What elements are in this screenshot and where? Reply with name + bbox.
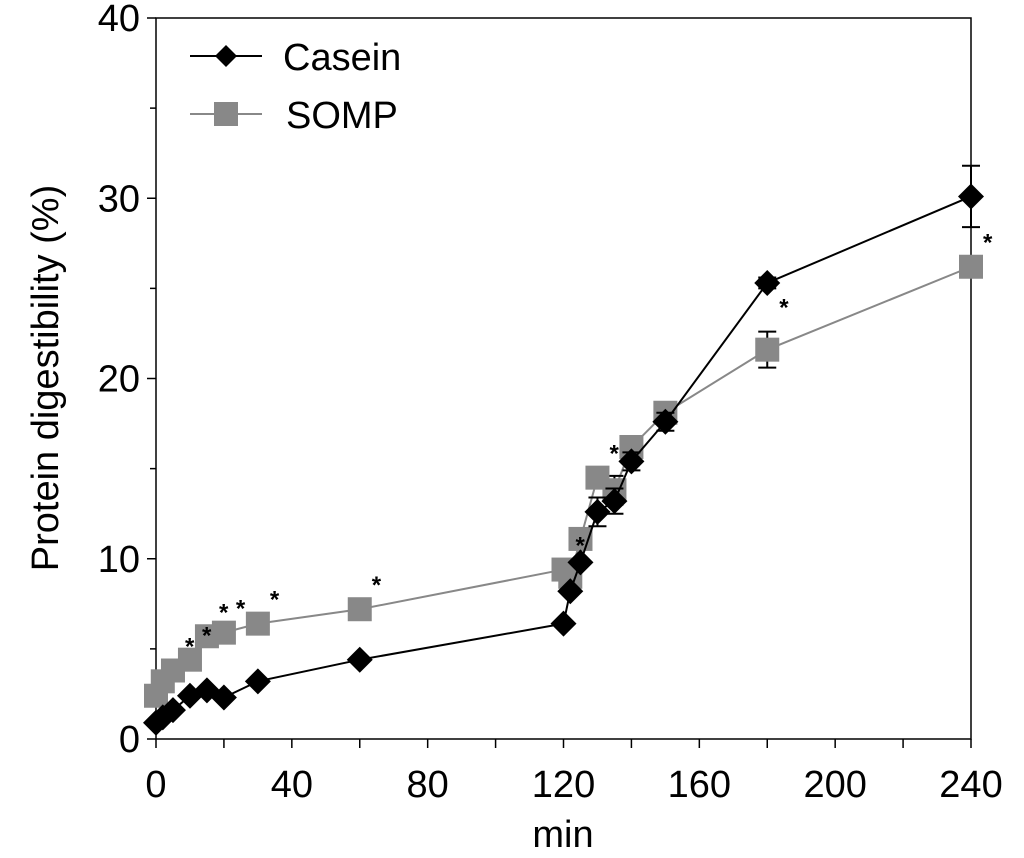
x-tick-label: 160 bbox=[668, 764, 731, 806]
casein-point bbox=[754, 269, 781, 296]
casein-point bbox=[618, 448, 645, 475]
x-tick-label: 0 bbox=[145, 764, 166, 806]
significance-star: * bbox=[270, 587, 280, 614]
x-axis-title: min bbox=[532, 814, 593, 856]
series-layer bbox=[143, 164, 984, 736]
casein-line bbox=[155, 195, 972, 724]
x-tick-label: 40 bbox=[271, 764, 313, 806]
legend-somp-label: SOMP bbox=[286, 95, 398, 137]
casein-point bbox=[550, 610, 577, 637]
y-tick-label: 10 bbox=[98, 539, 140, 581]
y-tick-label: 30 bbox=[98, 178, 140, 220]
casein-point bbox=[958, 183, 984, 210]
significance-star: * bbox=[592, 502, 602, 529]
casein-point bbox=[567, 549, 594, 576]
significance-star: * bbox=[185, 634, 195, 661]
somp-point bbox=[211, 620, 236, 645]
casein-point bbox=[159, 697, 186, 724]
significance-star: * bbox=[219, 599, 229, 626]
somp-point bbox=[347, 597, 372, 622]
casein-point bbox=[601, 488, 628, 515]
legend-casein-label: Casein bbox=[283, 37, 401, 79]
significance-star: * bbox=[202, 623, 212, 650]
somp-point bbox=[245, 611, 270, 636]
y-tick-label: 0 bbox=[119, 719, 140, 761]
casein-point bbox=[346, 646, 373, 673]
significance-star: * bbox=[779, 295, 789, 322]
y-axis-title: Protein digestibility (%) bbox=[25, 185, 67, 571]
somp-point bbox=[177, 647, 202, 672]
somp-point bbox=[959, 254, 983, 279]
y-tick-label: 20 bbox=[98, 359, 140, 401]
significance-star: * bbox=[609, 441, 619, 468]
x-tick-label: 120 bbox=[532, 764, 595, 806]
legend-casein-marker bbox=[215, 45, 237, 67]
casein-point bbox=[244, 668, 271, 695]
significance-star: * bbox=[576, 533, 586, 560]
casein-point bbox=[652, 408, 679, 435]
casein-point bbox=[584, 498, 611, 525]
casein-point bbox=[210, 684, 237, 711]
significance-star: * bbox=[983, 230, 993, 257]
axis-ticks: 0 40 80 120 160 200 240 0 10 20 30 40 bbox=[98, 0, 1003, 806]
annotations: * ** * ******* bbox=[185, 230, 993, 661]
somp-point bbox=[755, 337, 780, 362]
legend: Casein SOMP bbox=[190, 37, 401, 137]
y-tick-label: 40 bbox=[98, 0, 140, 40]
casein-point bbox=[557, 578, 584, 605]
legend-somp-marker bbox=[214, 102, 238, 126]
significance-star: * bbox=[372, 572, 382, 599]
significance-star: * bbox=[236, 596, 246, 623]
x-tick-label: 80 bbox=[407, 764, 449, 806]
x-tick-label: 240 bbox=[939, 764, 1002, 806]
x-tick-label: 200 bbox=[803, 764, 866, 806]
